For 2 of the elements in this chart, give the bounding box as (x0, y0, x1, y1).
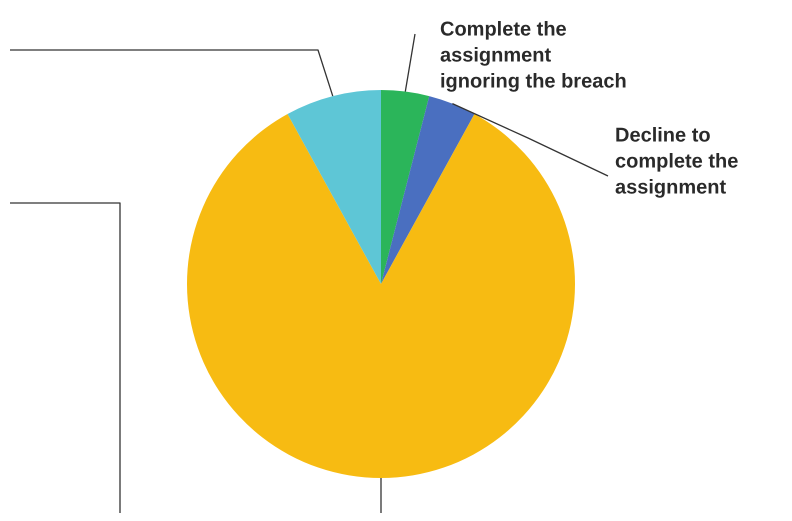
slice-label: Decline to complete the assignment (615, 124, 738, 199)
slice-label: Complete the assignment ignoring the breach (440, 18, 627, 93)
